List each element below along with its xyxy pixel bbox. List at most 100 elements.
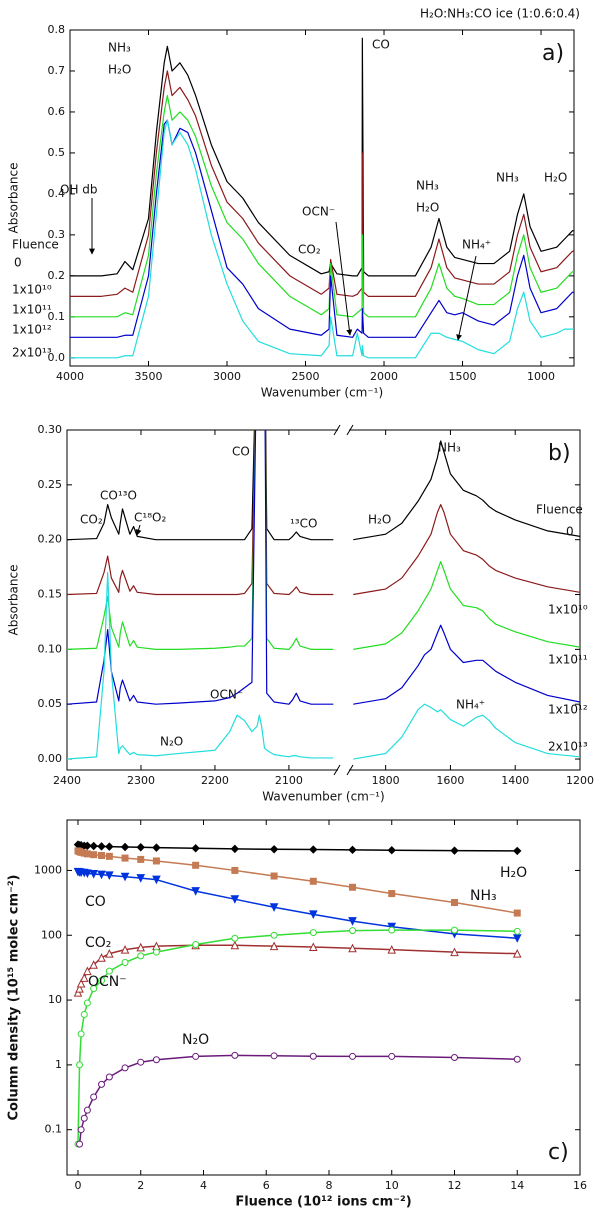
y-tick-label: 0.2 — [48, 269, 66, 282]
series-line — [70, 119, 574, 359]
series-line — [70, 94, 574, 318]
series-line — [353, 561, 580, 650]
series-line — [353, 440, 580, 541]
marker — [98, 1080, 106, 1088]
y-tick-label: 0.05 — [38, 697, 63, 710]
series-line — [67, 430, 334, 650]
marker — [191, 844, 200, 853]
series-group — [67, 430, 580, 760]
series-label: 1x10¹⁰ — [548, 603, 588, 617]
annotation: OH db — [60, 183, 98, 197]
marker — [348, 845, 357, 855]
y-axis-label: Absorbance — [7, 565, 21, 636]
marker — [231, 1051, 239, 1059]
marker — [348, 943, 357, 953]
marker — [388, 1052, 396, 1060]
marker — [136, 874, 146, 883]
series-line — [353, 624, 580, 705]
y-axis-label: Column density (10¹⁵ molec cm⁻²) — [7, 875, 22, 1121]
marker — [192, 1052, 200, 1060]
x-axis-label: Wavenumber (cm⁻¹) — [262, 790, 384, 804]
series-label: 1x10¹² — [12, 323, 52, 337]
marker — [137, 952, 145, 960]
series-label: 1x10¹¹ — [548, 653, 588, 667]
marker — [121, 854, 129, 862]
x-tick-label: 10 — [385, 1179, 399, 1192]
annotation: H₂O — [416, 201, 439, 215]
series-line — [67, 430, 334, 541]
annotation: CO₂ — [298, 243, 321, 257]
marker — [230, 844, 240, 854]
series-line — [67, 430, 334, 705]
series-label: OCN⁻ — [88, 974, 127, 990]
x-tick-label: 0 — [74, 1179, 81, 1192]
y-tick-label: 0.0 — [48, 351, 66, 364]
marker — [121, 958, 129, 966]
x-tick-label: 2 — [137, 1179, 144, 1192]
annotation: H₂O — [544, 171, 567, 185]
marker — [90, 851, 98, 859]
marker — [450, 899, 458, 907]
annotation: CO¹³O — [100, 489, 137, 503]
marker — [269, 941, 279, 951]
marker — [83, 999, 91, 1007]
annotation: ¹³CO — [290, 517, 317, 531]
marker — [450, 947, 459, 957]
y-tick-label: 0.1 — [48, 310, 66, 323]
marker — [388, 890, 396, 898]
marker — [269, 845, 279, 854]
annotation: Fluence — [12, 238, 59, 252]
x-tick-label: 8 — [325, 1179, 332, 1192]
annotation: Fluence — [536, 503, 583, 517]
chart-title: H₂O:NH₃:CO ice (1:0.6:0.4) — [420, 7, 580, 21]
marker — [231, 934, 239, 942]
marker — [76, 1061, 84, 1069]
plot-frame — [69, 29, 575, 367]
marker — [512, 949, 522, 958]
x-tick-label: 3000 — [213, 370, 241, 383]
series-line — [70, 37, 574, 277]
series-line — [77, 944, 518, 993]
y-axis-label: Absorbance — [7, 163, 21, 234]
marker — [513, 909, 521, 917]
marker — [308, 910, 318, 919]
plot-frame — [66, 429, 581, 771]
axis-break-mark — [333, 424, 341, 436]
x-tick-label: 1600 — [436, 774, 464, 787]
plot-frame — [66, 819, 581, 1176]
marker — [83, 850, 91, 858]
series-label: 0 — [14, 256, 22, 270]
marker — [83, 1106, 91, 1114]
x-tick-label: 1500 — [449, 370, 477, 383]
marker — [309, 877, 317, 885]
marker — [192, 861, 200, 869]
annotation: H₂O — [368, 513, 391, 527]
series-label: N₂O — [182, 1032, 209, 1048]
x-tick-label: 2500 — [292, 370, 320, 383]
marker — [76, 1140, 84, 1148]
x-tick-label: 4 — [200, 1179, 207, 1192]
annotation: OCN⁻ — [210, 688, 243, 702]
marker — [105, 967, 113, 975]
marker — [105, 949, 114, 958]
annotation: CO₂ — [80, 513, 103, 527]
marker — [80, 1010, 88, 1018]
marker — [121, 1064, 129, 1072]
annotation: CO — [232, 445, 250, 459]
marker — [77, 1030, 85, 1038]
x-tick-label: 2200 — [201, 774, 229, 787]
y-tick-label: 0.10 — [38, 642, 63, 655]
series-line — [353, 503, 580, 596]
arrow — [135, 524, 142, 536]
marker — [309, 845, 318, 854]
annotation: NH₃ — [496, 171, 519, 185]
marker — [120, 872, 130, 882]
arrow — [456, 255, 477, 341]
x-axis-label: Wavenumber (cm⁻¹) — [261, 386, 383, 400]
marker — [349, 1052, 357, 1060]
x-tick-label: 1800 — [372, 774, 400, 787]
marker — [349, 883, 357, 891]
marker — [120, 842, 130, 852]
panel-label: c) — [548, 1140, 569, 1165]
